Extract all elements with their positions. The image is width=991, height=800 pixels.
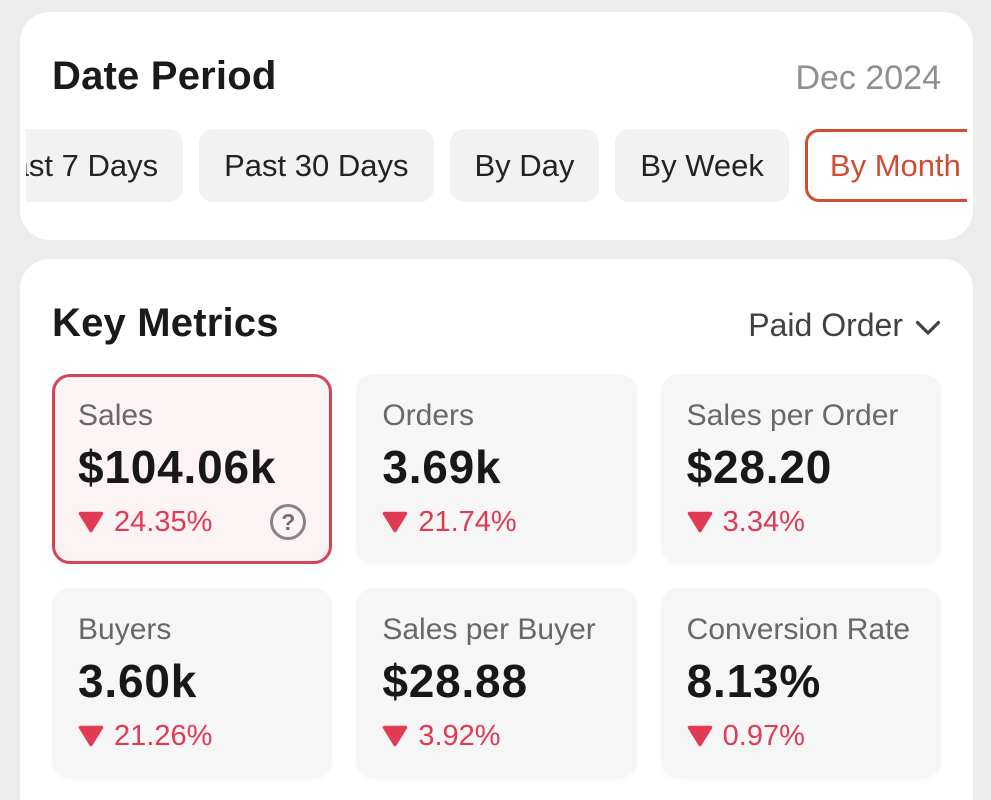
triangle-down-icon [382,725,408,747]
current-period-label: Dec 2024 [795,59,941,97]
metric-value: 3.69k [382,441,502,493]
metric-delta-row: 3.34% [687,503,915,541]
metric-delta: 3.34% [722,506,805,538]
metric-value: $28.20 [686,441,833,493]
order-type-dropdown[interactable]: Paid Order [748,307,941,344]
chevron-down-icon [915,316,941,336]
triangle-down-icon [78,511,104,533]
metric-label: Sales per Order [686,399,899,432]
metrics-grid: Sales $104.06k 24.35% ? Orders 3.69k [52,374,941,778]
metric-delta-row: 24.35% ? [78,503,307,541]
metric-value: 3.60k [78,655,198,707]
triangle-down-icon [382,511,408,533]
metric-delta-row: 0.97% [687,717,915,755]
metric-delta-row: 21.74% [382,503,610,541]
date-period-card: Date Period Dec 2024 Past 7 Days Past 30… [20,12,973,240]
metric-tile-conversion-rate[interactable]: Conversion Rate 8.13% 0.97% [660,588,941,778]
metric-tile-buyers[interactable]: Buyers 3.60k 21.26% [52,588,333,778]
metric-label: Conversion Rate [686,613,911,646]
metric-delta: 24.35% [114,506,213,538]
metric-delta-row: 3.92% [382,717,610,755]
metric-tile-sales[interactable]: Sales $104.06k 24.35% ? [52,374,333,564]
metric-value: 8.13% [686,655,822,707]
date-period-header: Date Period Dec 2024 [20,12,973,99]
metric-value: $28.88 [382,655,528,707]
metric-tile-sales-per-buyer[interactable]: Sales per Buyer $28.88 3.92% [356,588,637,778]
chip-by-day[interactable]: By Day [449,129,600,202]
triangle-down-icon [687,511,713,533]
date-range-chips-scroll[interactable]: Past 7 Days Past 30 Days By Day By Week … [26,129,967,202]
date-period-title: Date Period [52,54,277,98]
metric-delta: 3.92% [418,720,501,752]
triangle-down-icon [78,725,104,747]
triangle-down-icon [687,725,713,747]
metric-delta-row: 21.26% [78,717,306,755]
chip-by-month[interactable]: By Month [804,129,967,202]
metric-label: Sales per Buyer [382,613,596,646]
metric-tile-sales-per-order[interactable]: Sales per Order $28.20 3.34% [660,374,941,564]
order-type-label: Paid Order [748,307,903,343]
metric-label: Buyers [78,613,172,646]
key-metrics-card: Key Metrics Paid Order Sales $104.06k 24… [20,259,973,800]
key-metrics-header: Key Metrics Paid Order [20,259,973,346]
metric-label: Orders [382,399,475,432]
chip-past-7-days[interactable]: Past 7 Days [26,129,184,202]
question-mark-icon[interactable]: ? [270,504,307,540]
metric-delta: 21.26% [114,720,213,752]
metric-delta: 21.74% [418,506,517,538]
chip-past-30-days[interactable]: Past 30 Days [199,129,434,202]
key-metrics-title: Key Metrics [52,301,279,345]
metric-value: $104.06k [78,441,277,493]
metric-delta: 0.97% [722,720,805,752]
metric-tile-orders[interactable]: Orders 3.69k 21.74% [356,374,637,564]
date-range-chips-row: Past 7 Days Past 30 Days By Day By Week … [26,129,967,202]
metric-label: Sales [78,399,154,432]
chip-by-week[interactable]: By Week [615,129,789,202]
